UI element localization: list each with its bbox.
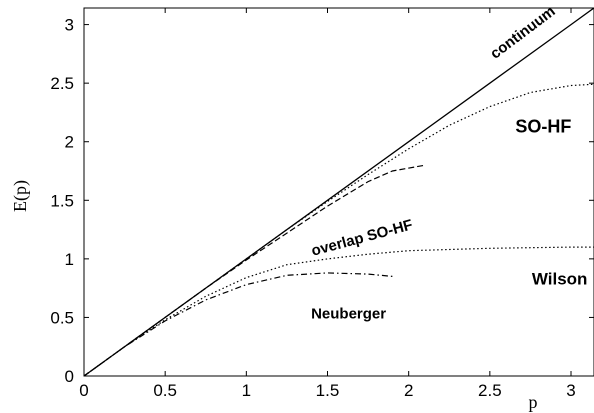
y-tick-label: 1 (65, 250, 74, 269)
series-overlap-so-hf (83, 164, 426, 377)
series-layer (83, 7, 594, 377)
label-so-hf: SO-HF (515, 116, 571, 136)
x-axis-label: p (529, 392, 538, 412)
y-tick-label: 0.5 (50, 308, 74, 327)
y-tick-label: 2.5 (50, 74, 74, 93)
x-tick-label: 1 (242, 381, 251, 400)
label-overlap-so-hf: overlap SO-HF (310, 216, 415, 259)
x-tick-label: 0.5 (153, 381, 177, 400)
annotation-layer: continuum SO-HF overlap SO-HF Wilson Neuberg… (310, 3, 588, 323)
plot-frame (83, 7, 594, 377)
y-axis-label: E(p) (10, 180, 31, 212)
y-tick-label: 3 (65, 16, 74, 35)
y-tick-label: 0 (65, 367, 74, 386)
ticks-layer: 0 0.5 1 1.5 2 2.5 3 0 0.5 1 1.5 2 2.5 3 (50, 8, 594, 400)
label-neuberger: Neuberger (311, 306, 386, 323)
x-tick-label: 0 (79, 381, 88, 400)
y-tick-label: 2 (65, 133, 74, 152)
label-wilson: Wilson (532, 270, 588, 289)
x-tick-label: 2.5 (478, 381, 502, 400)
label-continuum: continuum (487, 3, 558, 63)
series-neuberger (83, 272, 393, 377)
x-tick-label: 2 (404, 381, 413, 400)
x-tick-label: 1.5 (316, 381, 340, 400)
y-tick-label: 1.5 (50, 191, 74, 210)
x-tick-label: 3 (566, 381, 575, 400)
